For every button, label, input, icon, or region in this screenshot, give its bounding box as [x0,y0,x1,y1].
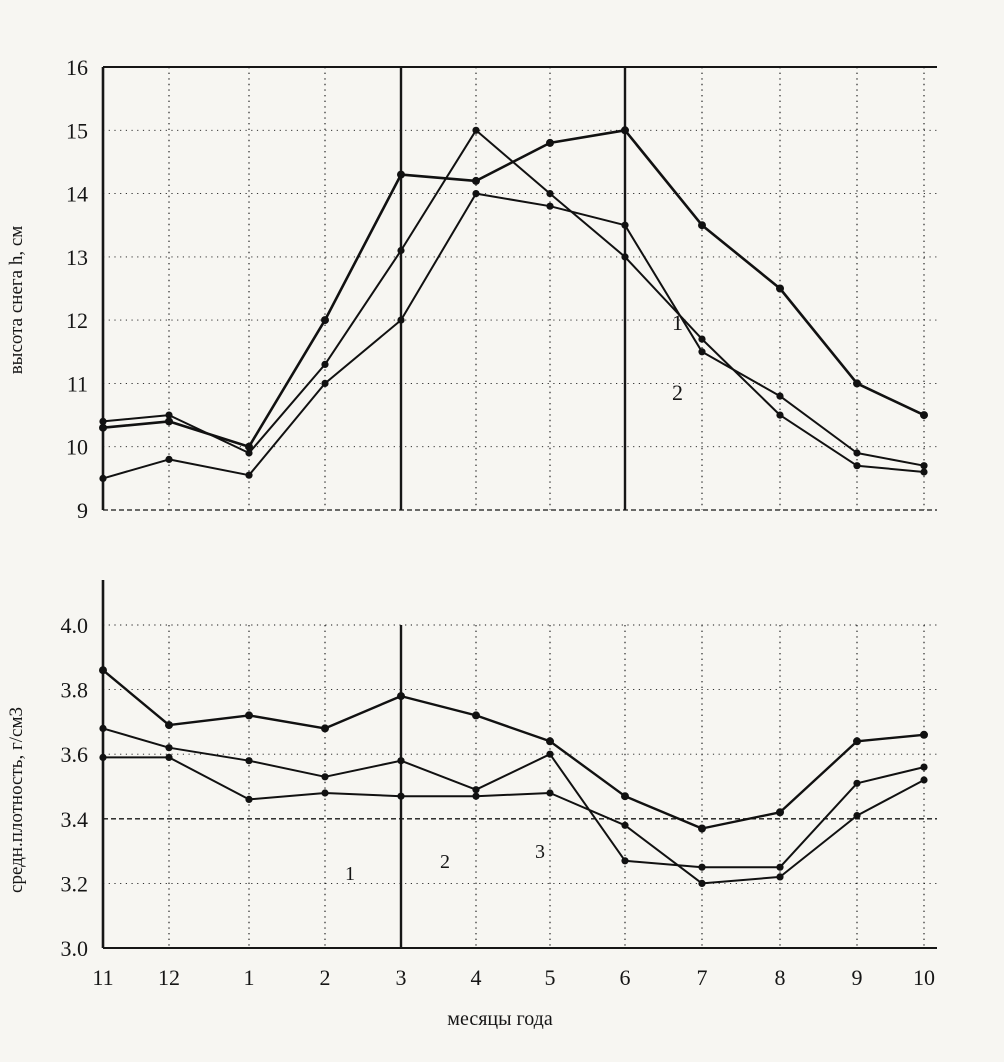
svg-text:3: 3 [535,841,545,863]
svg-text:3.8: 3.8 [61,678,89,703]
svg-text:2: 2 [672,380,683,405]
svg-text:3: 3 [396,965,407,990]
svg-text:12: 12 [66,308,88,333]
svg-text:9: 9 [852,965,863,990]
svg-text:6: 6 [620,965,631,990]
svg-text:10: 10 [913,965,935,990]
svg-text:5: 5 [545,965,556,990]
svg-text:13: 13 [66,245,88,270]
svg-text:7: 7 [697,965,708,990]
svg-text:2: 2 [440,851,450,873]
svg-text:1: 1 [672,310,683,335]
svg-text:14: 14 [66,182,88,207]
svg-text:3.4: 3.4 [61,807,89,832]
svg-text:11: 11 [92,965,113,990]
svg-text:3.0: 3.0 [61,936,89,961]
svg-text:высота снега h, см: высота снега h, см [6,226,27,375]
svg-text:11: 11 [67,371,88,396]
svg-text:3.2: 3.2 [61,871,89,896]
svg-text:1: 1 [244,965,255,990]
svg-text:месяцы года: месяцы года [447,1008,553,1030]
svg-text:4.0: 4.0 [61,613,89,638]
svg-text:15: 15 [66,118,88,143]
svg-text:16: 16 [66,55,88,80]
svg-text:3.6: 3.6 [61,742,89,767]
svg-text:1: 1 [345,863,355,885]
svg-text:12: 12 [158,965,180,990]
svg-text:9: 9 [77,498,88,523]
svg-text:средн.плотность, г/см3: средн.плотность, г/см3 [6,707,27,893]
svg-text:2: 2 [320,965,331,990]
svg-text:8: 8 [775,965,786,990]
svg-text:10: 10 [66,435,88,460]
svg-text:4: 4 [471,965,482,990]
